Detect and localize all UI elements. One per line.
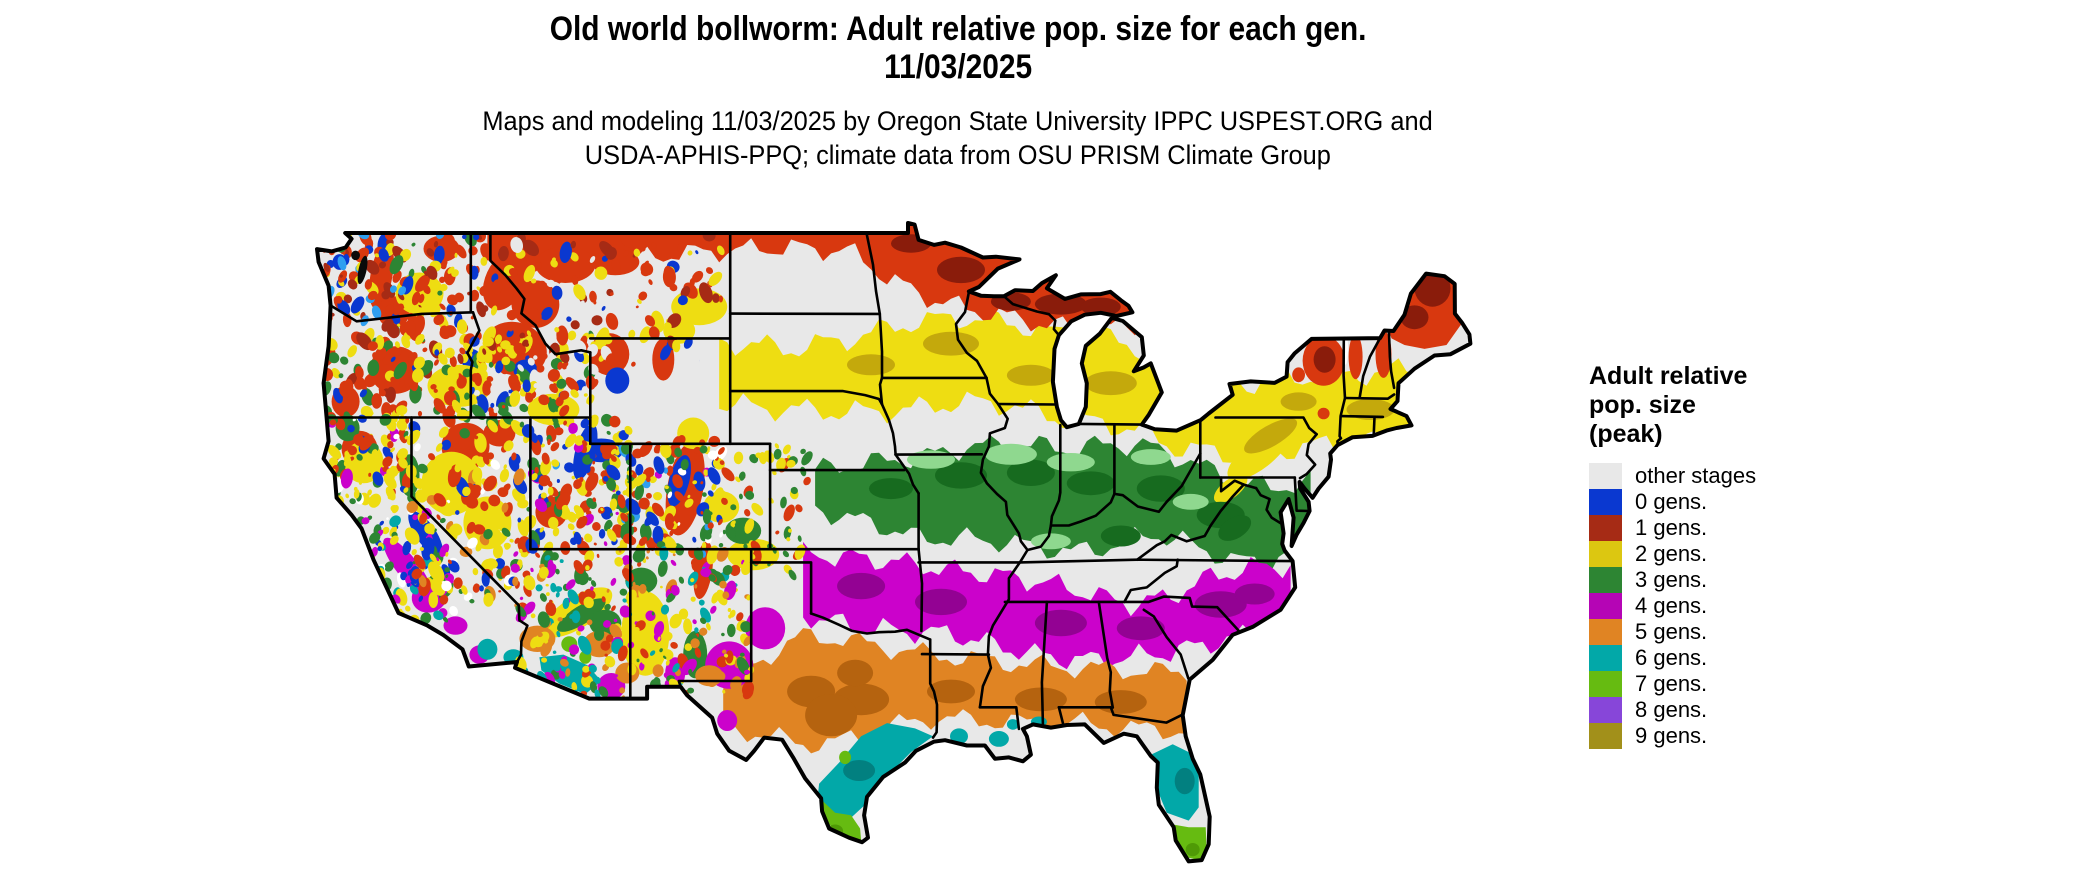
legend-swatch [1589, 645, 1622, 671]
title-line-1: Old world bollworm: Adult relative pop. … [549, 10, 1367, 48]
legend-item: 6 gens. [1589, 645, 1889, 671]
legend-label: other stages [1635, 463, 1757, 488]
subtitle-line-1: Maps and modeling 11/03/2025 by Oregon S… [482, 106, 1434, 136]
legend-item: 0 gens. [1589, 489, 1889, 515]
legend-swatch [1589, 671, 1622, 697]
legend-swatch [1589, 593, 1622, 619]
legend-label: 6 gens. [1635, 645, 1708, 670]
legend-rows: other stages 0 gens. 1 gens. 2 gens. 3 gens.… [1589, 463, 1889, 749]
legend-item: 7 gens. [1589, 671, 1889, 697]
legend-title: Adult relative pop. size (peak) [1589, 362, 1748, 448]
legend-label: 2 gens. [1635, 541, 1708, 566]
legend-item: 4 gens. [1589, 593, 1889, 619]
legend-item: 8 gens. [1589, 697, 1889, 723]
legend-label: 1 gens. [1635, 515, 1708, 540]
page-title: Old world bollworm: Adult relative pop. … [330, 10, 1586, 86]
legend-swatch [1589, 697, 1622, 723]
legend-label: 4 gens. [1635, 593, 1708, 618]
legend-item: 2 gens. [1589, 541, 1889, 567]
legend-label: 5 gens. [1635, 619, 1708, 644]
legend-label: 3 gens. [1635, 567, 1708, 592]
legend-label: 7 gens. [1635, 671, 1708, 696]
legend-swatch [1589, 619, 1622, 645]
legend-item: 3 gens. [1589, 567, 1889, 593]
legend-label: 0 gens. [1635, 489, 1708, 514]
map-legend: Adult relative pop. size (peak) other st… [1589, 362, 1889, 749]
legend-item: other stages [1589, 463, 1889, 489]
legend-swatch [1589, 463, 1622, 489]
legend-item: 1 gens. [1589, 515, 1889, 541]
legend-swatch [1589, 723, 1622, 749]
legend-item: 9 gens. [1589, 723, 1889, 749]
legend-swatch [1589, 515, 1622, 541]
legend-item: 5 gens. [1589, 619, 1889, 645]
map-subtitle: Maps and modeling 11/03/2025 by Oregon S… [330, 104, 1586, 172]
title-line-2: 11/03/2025 [883, 48, 1033, 86]
legend-label: 9 gens. [1635, 723, 1708, 748]
subtitle-line-2: USDA-APHIS-PPQ; climate data from OSU PR… [584, 140, 1332, 170]
legend-swatch [1589, 567, 1622, 593]
legend-swatch [1589, 541, 1622, 567]
legend-swatch [1589, 489, 1622, 515]
legend-label: 8 gens. [1635, 697, 1708, 722]
